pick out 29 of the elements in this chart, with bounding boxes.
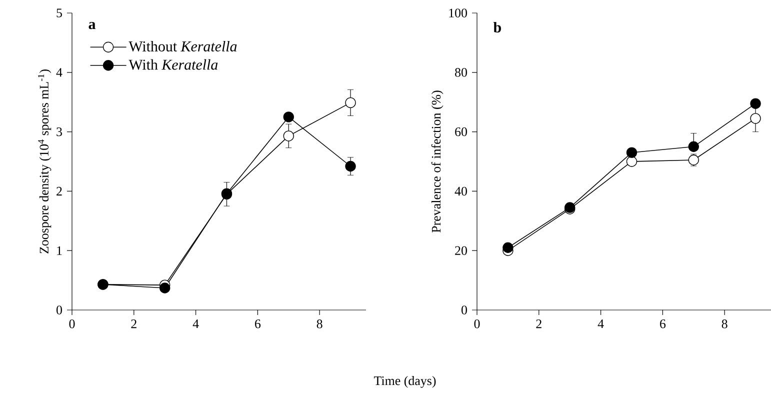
- x-tick-label: 0: [474, 320, 480, 328]
- x-tick-label: 4: [192, 320, 199, 328]
- y-tick-label: 3: [56, 127, 62, 136]
- x-tick-label: 2: [131, 320, 136, 328]
- x-tick-label: 0: [69, 320, 75, 328]
- y-tick-label: 100: [449, 8, 467, 18]
- y-tick-label: 0: [462, 306, 467, 314]
- x-tick-label: 6: [660, 320, 666, 328]
- x-tick-label: 2: [536, 320, 542, 328]
- y-tick-label: 5: [56, 8, 62, 18]
- x-tick-label: 4: [598, 320, 604, 328]
- y-tick-label: 40: [454, 186, 467, 196]
- annotation: b: [493, 22, 501, 32]
- y-tick-label: 60: [455, 127, 467, 136]
- x-tick-label: 8: [722, 320, 728, 328]
- y-axis-title: Prevalence of infection (%): [431, 90, 444, 232]
- legend-label: With Keratella: [128, 59, 218, 70]
- legend-label: Without Keratella: [128, 40, 237, 52]
- y-tick-label: 1: [57, 246, 62, 255]
- y-tick-label: 20: [455, 246, 467, 255]
- annotation: a: [88, 22, 96, 30]
- x-axis-title: Time (days): [374, 376, 436, 388]
- y-tick-label: 2: [56, 186, 62, 196]
- y-axis-title: Zoospore density (10$^{4}$ spores mL$^{-1}$): [38, 70, 52, 254]
- y-tick-label: 0: [56, 306, 62, 314]
- y-tick-label: 80: [455, 68, 467, 77]
- x-tick-label: 6: [255, 320, 261, 328]
- y-tick-label: 4: [56, 68, 62, 77]
- x-tick-label: 8: [316, 320, 322, 328]
